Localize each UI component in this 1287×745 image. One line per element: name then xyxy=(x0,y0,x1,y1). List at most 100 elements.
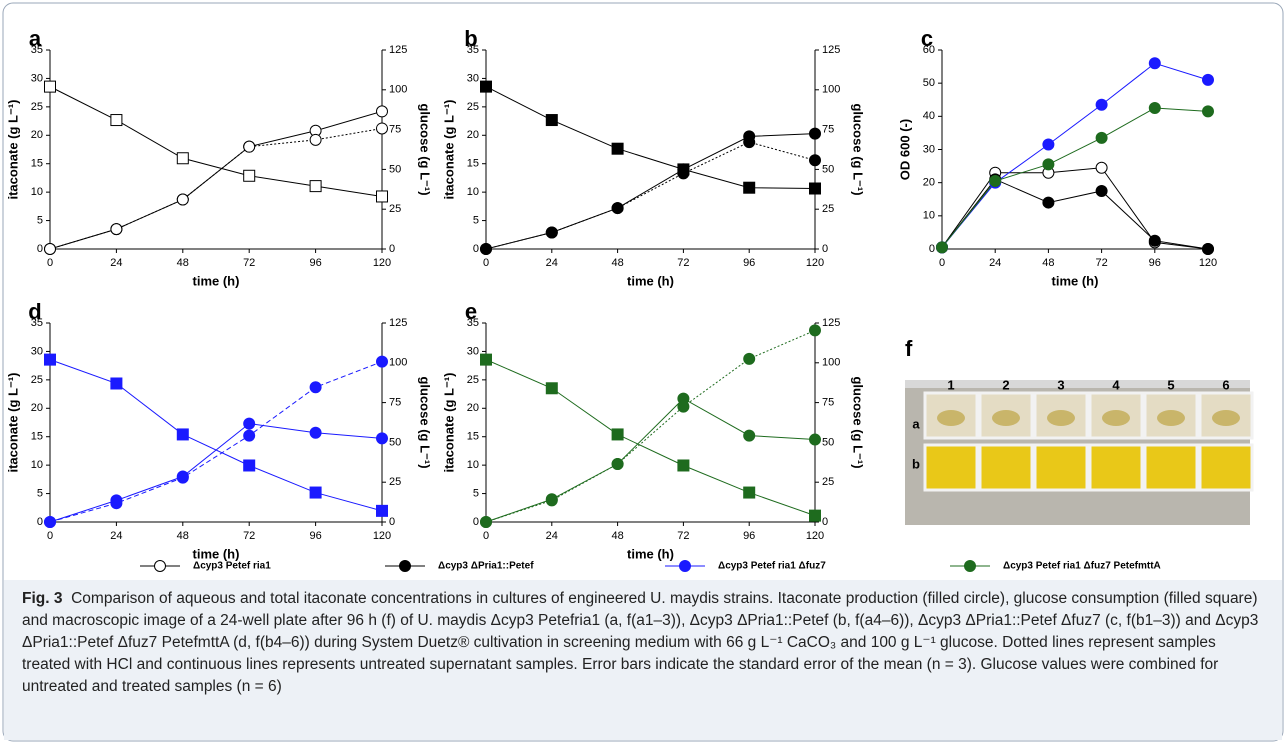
x-tick-label: 48 xyxy=(1042,257,1054,269)
circle-marker xyxy=(809,324,821,337)
y-tick-label: 20 xyxy=(467,129,479,141)
y-tick-label: 15 xyxy=(467,158,479,170)
y2-tick-label: 100 xyxy=(822,84,840,96)
x-axis-label: time (h) xyxy=(1052,273,1099,288)
panel-label: c xyxy=(921,26,933,51)
square-marker xyxy=(743,486,756,499)
y-tick-label: 35 xyxy=(31,317,43,329)
square-marker xyxy=(44,80,56,93)
y-tick-label: 25 xyxy=(467,374,479,386)
series-line xyxy=(485,397,816,523)
x-tick-label: 120 xyxy=(1199,257,1217,269)
x-axis-label: time (h) xyxy=(627,273,674,288)
square-marker xyxy=(677,459,690,472)
panel-label: a xyxy=(29,26,42,51)
well-bottom xyxy=(978,443,1034,492)
x-tick-label: 120 xyxy=(806,257,824,269)
x-tick-label: 72 xyxy=(1095,257,1107,269)
y-tick-label: 25 xyxy=(31,374,43,386)
y-tick-label: 5 xyxy=(37,214,43,226)
y2-tick-label: 75 xyxy=(822,397,834,409)
series-line xyxy=(485,329,816,523)
y2-tick-label: 0 xyxy=(389,516,395,528)
circle-marker xyxy=(964,560,976,572)
y-tick-label: 10 xyxy=(31,459,43,471)
circle-marker xyxy=(309,381,322,394)
y-tick-label: 20 xyxy=(467,402,479,414)
well-bottom xyxy=(923,443,979,492)
y-tick-label: 0 xyxy=(37,243,43,255)
circle-marker xyxy=(743,136,756,149)
circle-marker xyxy=(1042,158,1055,171)
x-tick-label: 72 xyxy=(243,257,255,269)
circle-marker xyxy=(743,429,756,442)
caption: Fig. 3 Comparison of aqueous and total i… xyxy=(22,588,1267,698)
circle-marker xyxy=(243,417,256,430)
circle-marker xyxy=(1095,131,1108,144)
x-tick-label: 0 xyxy=(47,257,53,269)
circle-marker xyxy=(1202,105,1214,118)
y-tick-label: 10 xyxy=(467,459,479,471)
y2-tick-label: 25 xyxy=(822,203,834,215)
legend-label: Δcyp3 Petef ria1 Δfuz7 PetefmttA xyxy=(1003,561,1161,572)
y-tick-label: 35 xyxy=(467,44,479,56)
panel-label: d xyxy=(28,299,41,324)
circle-marker xyxy=(1095,184,1108,197)
circle-marker xyxy=(1042,196,1055,209)
circle-marker xyxy=(936,241,948,254)
y2-tick-label: 75 xyxy=(822,124,834,136)
y2-tick-label: 25 xyxy=(389,203,401,215)
circle-marker xyxy=(1095,161,1108,174)
circle-marker xyxy=(44,516,56,528)
x-axis-label: time (h) xyxy=(627,546,674,561)
panel-label: f xyxy=(905,336,913,361)
y2-tick-label: 100 xyxy=(389,357,407,369)
circle-marker xyxy=(376,122,388,135)
x-tick-label: 0 xyxy=(939,257,945,269)
x-tick-label: 0 xyxy=(483,257,489,269)
series-line xyxy=(941,178,1209,250)
series-line xyxy=(49,359,383,512)
y-tick-label: 35 xyxy=(467,317,479,329)
y-axis-label: OD 600 (-) xyxy=(897,119,912,180)
x-axis-label: time (h) xyxy=(193,273,240,288)
circle-marker xyxy=(1202,73,1214,86)
square-marker xyxy=(176,428,189,441)
y-tick-label: 30 xyxy=(31,72,43,84)
circle-marker xyxy=(1042,138,1055,151)
circle-marker xyxy=(989,175,1002,188)
series-line xyxy=(941,167,1209,250)
square-marker xyxy=(44,353,56,366)
circle-marker xyxy=(309,133,322,146)
y2-tick-label: 125 xyxy=(822,44,840,56)
well-bottom xyxy=(1088,443,1144,492)
circle-marker xyxy=(110,497,123,510)
y-tick-label: 60 xyxy=(923,44,935,56)
y2-tick-label: 50 xyxy=(822,436,834,448)
y-tick-label: 30 xyxy=(923,143,935,155)
legend-label: Δcyp3 ΔPria1::Petef xyxy=(438,561,534,572)
well-bottom xyxy=(1198,443,1254,492)
y-tick-label: 50 xyxy=(923,77,935,89)
circle-marker xyxy=(309,426,322,439)
y-tick-label: 20 xyxy=(923,177,935,189)
square-marker xyxy=(545,114,558,127)
circle-marker xyxy=(44,243,56,255)
y-tick-label: 5 xyxy=(473,214,479,226)
y-axis-label: itaconate (g L⁻¹) xyxy=(5,99,20,199)
column-label: 2 xyxy=(1002,377,1009,392)
x-tick-label: 0 xyxy=(483,530,489,542)
y-tick-label: 30 xyxy=(467,345,479,357)
series-line xyxy=(49,86,383,197)
y2-tick-label: 100 xyxy=(822,357,840,369)
circle-marker xyxy=(376,105,388,118)
circle-marker xyxy=(154,560,166,572)
circle-marker xyxy=(480,243,492,255)
y2-tick-label: 75 xyxy=(389,124,401,136)
x-tick-label: 120 xyxy=(373,530,391,542)
circle-marker xyxy=(399,560,411,572)
circle-marker xyxy=(1202,243,1214,255)
circle-marker xyxy=(1148,57,1161,70)
y-axis-label: itaconate (g L⁻¹) xyxy=(441,372,456,472)
